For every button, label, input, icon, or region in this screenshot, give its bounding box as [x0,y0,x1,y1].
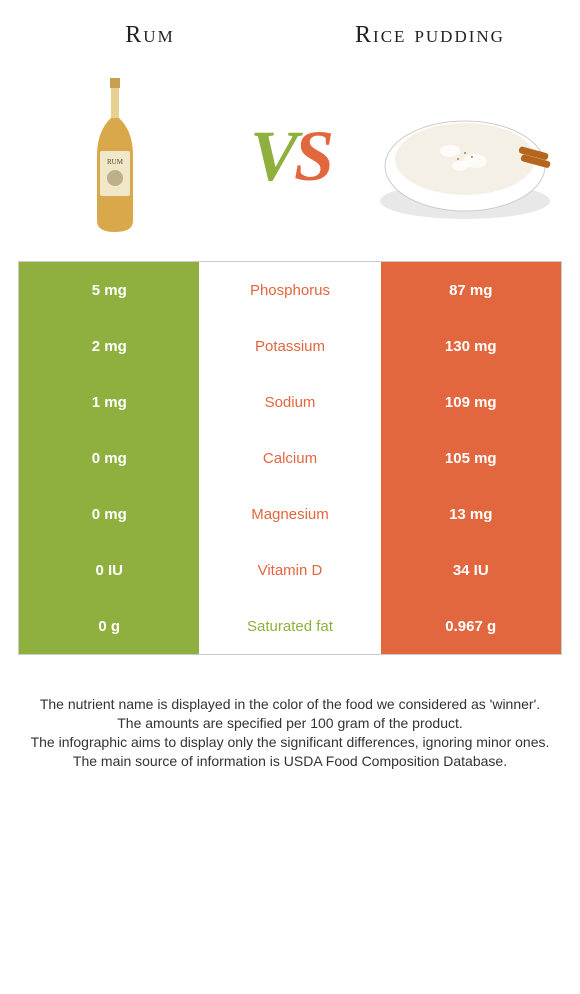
left-value: 0 IU [19,542,199,598]
nutrient-name: Potassium [199,318,380,374]
nutrient-name: Magnesium [199,486,380,542]
nutrient-name: Sodium [199,374,380,430]
footer-line: The amounts are specified per 100 gram o… [20,714,560,733]
vs-label: VS [250,115,330,198]
table-row: 0 gSaturated fat0.967 g [19,598,561,654]
right-value: 130 mg [381,318,561,374]
footer-notes: The nutrient name is displayed in the co… [0,655,580,781]
table-row: 2 mgPotassium130 mg [19,318,561,374]
left-value: 0 g [19,598,199,654]
left-value: 0 mg [19,430,199,486]
vs-v: V [250,116,294,196]
header: Rum Rice pudding [0,0,580,61]
rice-pudding-icon [370,71,560,241]
nutrient-name: Calcium [199,430,380,486]
nutrient-name: Phosphorus [199,262,380,318]
table-row: 1 mgSodium109 mg [19,374,561,430]
table-row: 0 IUVitamin D34 IU [19,542,561,598]
left-food-image: RUM [20,71,210,241]
nutrient-name: Saturated fat [199,598,380,654]
table-row: 5 mgPhosphorus87 mg [19,262,561,318]
right-value: 34 IU [381,542,561,598]
right-value: 13 mg [381,486,561,542]
right-value: 87 mg [381,262,561,318]
rum-bottle-icon: RUM [85,76,145,236]
table-row: 0 mgCalcium105 mg [19,430,561,486]
table-row: 0 mgMagnesium13 mg [19,486,561,542]
footer-line: The nutrient name is displayed in the co… [20,695,560,714]
images-row: RUM VS [0,61,580,261]
right-value: 105 mg [381,430,561,486]
right-value: 109 mg [381,374,561,430]
left-value: 1 mg [19,374,199,430]
right-food-title: Rice pudding [304,20,556,51]
footer-line: The main source of information is USDA F… [20,752,560,771]
right-food-image [370,71,560,241]
left-value: 2 mg [19,318,199,374]
svg-text:RUM: RUM [107,158,124,166]
footer-line: The infographic aims to display only the… [20,733,560,752]
nutrient-name: Vitamin D [199,542,380,598]
nutrient-table: 5 mgPhosphorus87 mg2 mgPotassium130 mg1 … [18,261,562,655]
left-value: 0 mg [19,486,199,542]
left-value: 5 mg [19,262,199,318]
vs-s: S [294,116,330,196]
left-food-title: Rum [24,20,276,51]
right-value: 0.967 g [381,598,561,654]
